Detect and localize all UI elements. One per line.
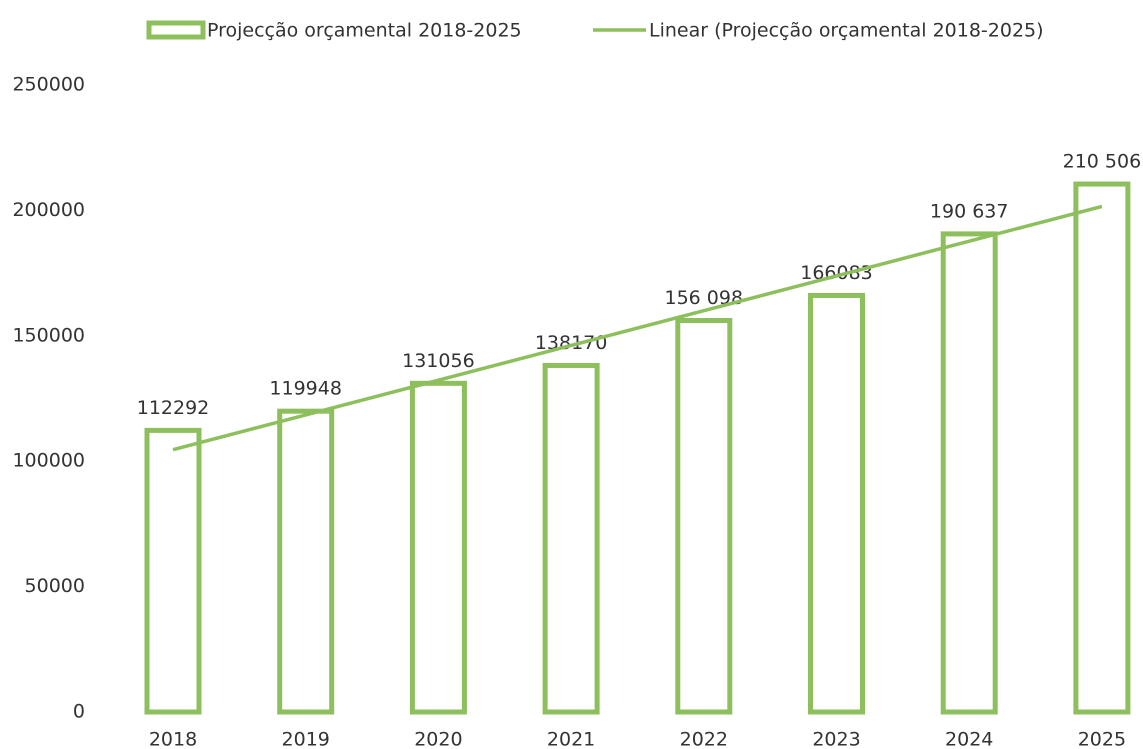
data-label: 190 637 [930,200,1009,222]
trend-line [172,204,1103,452]
y-tick-label: 50000 [25,575,85,597]
x-tick-label: 2024 [945,729,993,749]
legend-label: Projecção orçamental 2018-2025 [207,20,522,42]
data-label: 112292 [137,397,210,419]
y-tick-label: 100000 [12,450,85,472]
x-tick-label: 2018 [149,729,197,749]
legend-label: Linear (Projecção orçamental 2018-2025) [649,20,1044,42]
data-label: 119948 [269,378,342,400]
y-tick-label: 250000 [12,74,85,96]
bar [675,318,733,715]
data-label: 131056 [402,350,475,372]
data-label: 210 506 [1063,151,1142,173]
x-tick-label: 2021 [547,729,595,749]
legend-swatch [146,20,206,40]
x-tick-label: 2020 [414,729,462,749]
bar [808,292,865,715]
bar [144,427,202,715]
data-label: 166083 [800,262,873,284]
bar [940,231,998,715]
x-tick-label: 2019 [282,729,330,749]
x-tick-label: 2022 [680,729,728,749]
bar [409,380,467,715]
x-tick-label: 2023 [812,729,860,749]
bar [1073,181,1131,715]
bar [277,408,335,715]
y-tick-label: 0 [73,701,85,723]
bar [542,362,600,715]
x-tick-label: 2025 [1078,729,1126,749]
y-tick-label: 200000 [12,199,85,221]
y-tick-label: 150000 [12,324,85,346]
data-label: 156 098 [665,287,744,309]
